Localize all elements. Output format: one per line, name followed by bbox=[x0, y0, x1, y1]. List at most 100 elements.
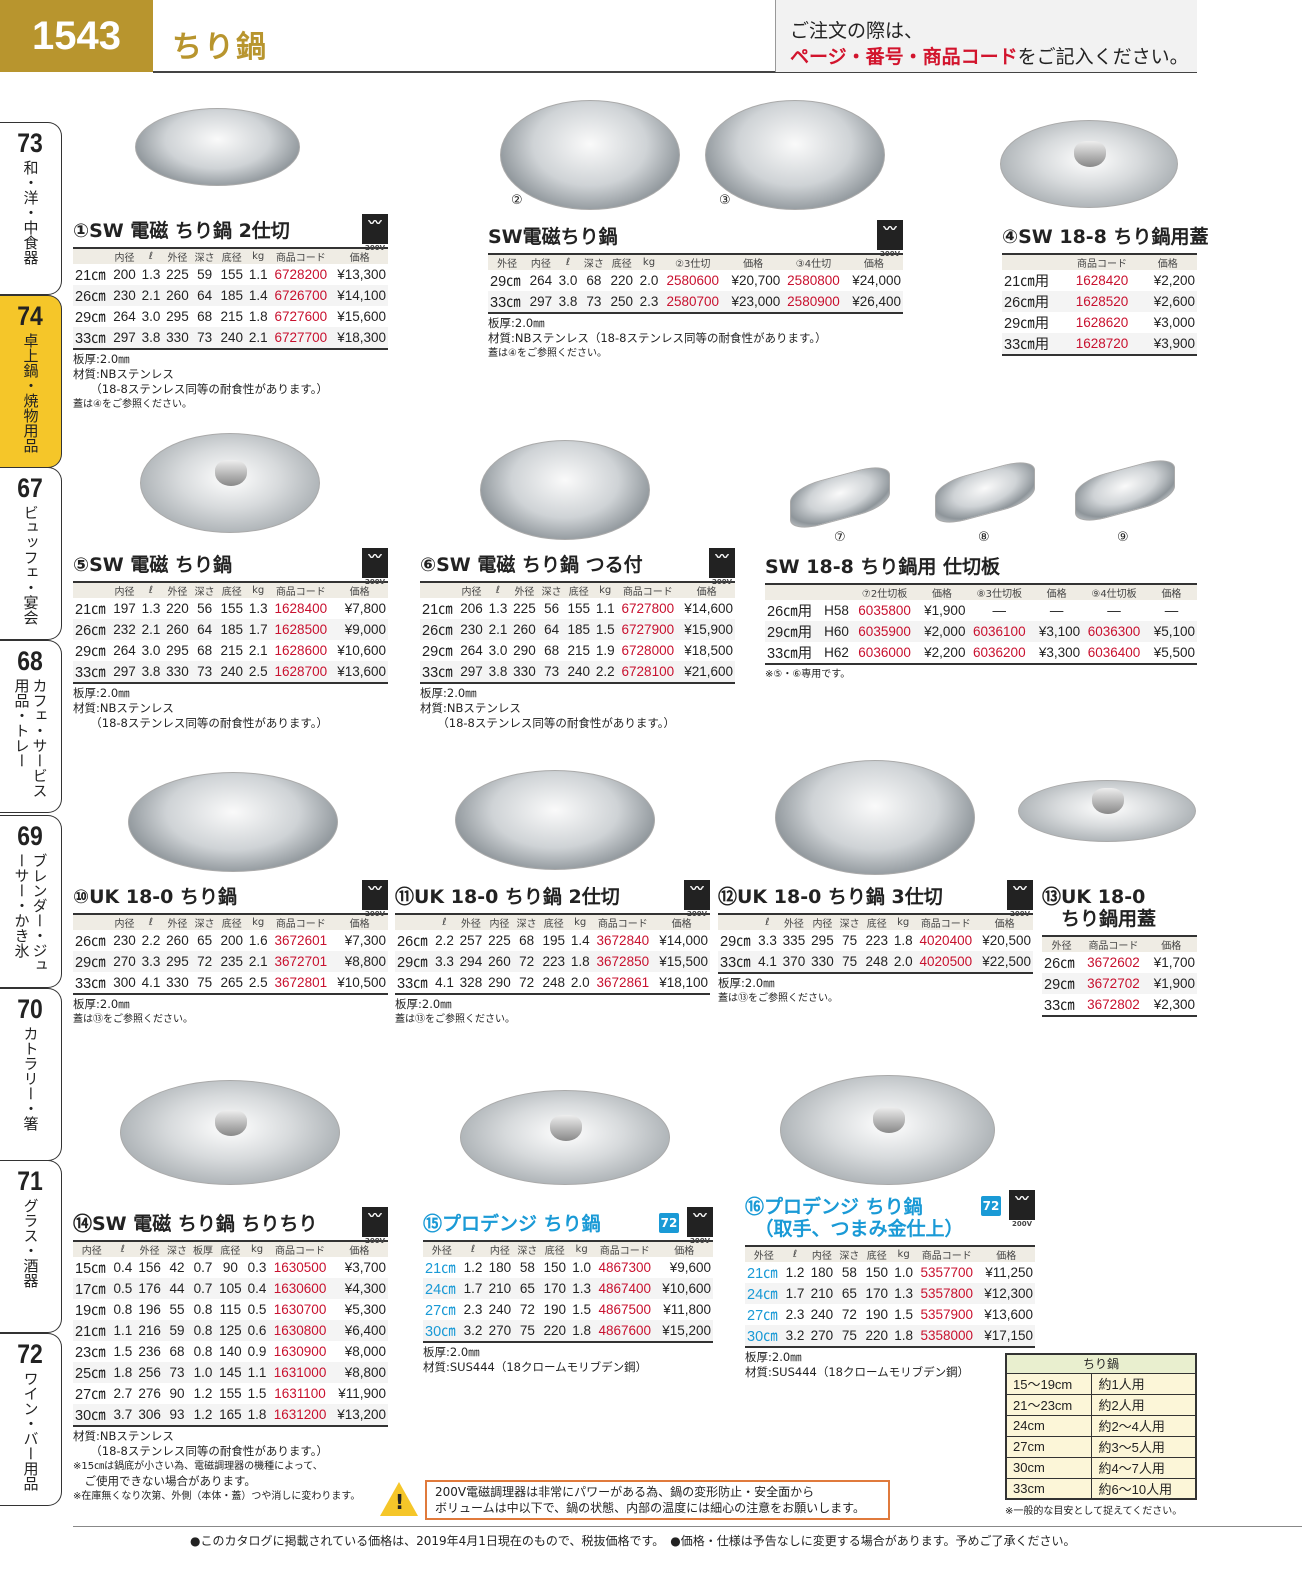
table-cell: 56 bbox=[544, 601, 560, 616]
product-code: 1631100 bbox=[274, 1386, 326, 1401]
column-header: 価格 bbox=[977, 1246, 1035, 1262]
induction-200v-label: 200V bbox=[689, 1237, 711, 1245]
price: ¥10,600 bbox=[655, 1278, 713, 1299]
note-line: 板厚:2.0㎜ bbox=[395, 997, 452, 1011]
price: ¥7,300 bbox=[344, 933, 386, 948]
warning-icon: ! bbox=[380, 1482, 418, 1516]
table-cell: 42 bbox=[169, 1260, 185, 1275]
size-cell: 26㎝用 bbox=[767, 604, 813, 620]
side-tab-label: ブレンダー・ジューサー・かき氷 bbox=[12, 853, 49, 973]
table-cell: 2.1 bbox=[245, 327, 271, 349]
column-header: ℓ bbox=[485, 582, 511, 598]
product-code: 3672802 bbox=[1087, 997, 1140, 1012]
table-row: 21㎝ 200 1.3 225 59 155 1.1 6728200 ¥13,300 bbox=[73, 264, 388, 285]
table-row: 27㎝ 2.7 276 90 1.2 155 1.5 1631100 ¥11,900 bbox=[73, 1383, 388, 1404]
product-spec-table: 外径 ℓ 内径 深さ 底径 kg 商品コード 価格 21㎝ 1.2 180 58 150 1.0 48673… bbox=[423, 1240, 713, 1343]
table-cell: 150 bbox=[865, 1265, 889, 1280]
column-header: 商品コード bbox=[915, 1246, 978, 1262]
table-cell: 235 bbox=[217, 951, 246, 972]
product-title: ⑩UK 18-0 ちり鍋 〰 200V bbox=[73, 880, 388, 918]
table-cell: 230 bbox=[110, 285, 139, 306]
column-header bbox=[420, 582, 458, 598]
table-cell: 216 bbox=[135, 1320, 164, 1341]
product-notes: 板厚:2.0㎜ 材質:SUS444（18クロームモリブデン鋼） bbox=[423, 1345, 713, 1375]
side-tab-73[interactable]: 73 和・洋・中食器 bbox=[0, 122, 62, 295]
table-cell: 185 bbox=[217, 619, 246, 640]
side-tab-label: グラス・酒器 bbox=[21, 1198, 40, 1288]
serving-table-note: ※一般的な目安として捉えてください。 bbox=[1005, 1506, 1183, 1517]
column-header: 価格 bbox=[976, 914, 1033, 930]
table-row: 29㎝用 1628620 ¥3,000 bbox=[1002, 312, 1197, 333]
table-cell: 2.1 bbox=[138, 285, 164, 306]
price: ¥9,000 bbox=[331, 619, 388, 640]
side-tab-74[interactable]: 74 卓上鍋・焼物用品 bbox=[0, 295, 62, 468]
column-header: 商品コード bbox=[270, 248, 332, 264]
note-line: 材質:NBステンレス（18-8ステンレス同等の耐食性があります。） bbox=[488, 331, 827, 345]
table-cell: 1.1 bbox=[244, 1362, 270, 1383]
pot-with-lid-image bbox=[120, 1080, 340, 1185]
side-tab-number: 70 bbox=[17, 994, 44, 1024]
table-row: 24㎝ 1.7 210 65 170 1.3 5357800 ¥12,300 bbox=[745, 1283, 1035, 1304]
table-cell: 240 bbox=[564, 661, 593, 683]
product-code: 1630700 bbox=[273, 1302, 327, 1317]
product-code: 1628500 bbox=[270, 619, 332, 640]
price: ¥1,900 bbox=[924, 603, 966, 618]
serving-size-table: ちり鍋 15〜19cm 約1人用 21〜23cm 約2人用 24cm 約2〜4人用 27cm 約… bbox=[1005, 1353, 1197, 1517]
table-cell: 27cm bbox=[1005, 1435, 1093, 1458]
size-cell: 33㎝ bbox=[1044, 998, 1075, 1014]
table-row: 25㎝ 1.8 256 73 1.0 145 1.1 1631000 ¥8,800 bbox=[73, 1362, 388, 1383]
column-header: 底径 bbox=[862, 1246, 892, 1262]
column-header: 底径 bbox=[215, 1241, 245, 1257]
induction-200v-label: 200V bbox=[711, 578, 733, 586]
table-cell: 44 bbox=[163, 1278, 190, 1299]
column-header: 内径 bbox=[485, 1241, 515, 1257]
induction-200v-label: 200V bbox=[364, 244, 386, 252]
table-cell: 3.3 bbox=[432, 951, 457, 972]
size-cell: 24㎝ bbox=[423, 1278, 461, 1299]
product-code: 6036400 bbox=[1087, 645, 1141, 660]
price: ¥2,600 bbox=[1138, 291, 1197, 312]
table-cell: 58 bbox=[519, 1260, 535, 1275]
product-code: 4020400 bbox=[919, 933, 973, 948]
product-code: 3672840 bbox=[596, 933, 650, 948]
side-tab-71[interactable]: 71 グラス・酒器 bbox=[0, 1160, 62, 1333]
column-header: 外径 bbox=[163, 248, 192, 264]
size-cell: 29㎝ bbox=[73, 951, 111, 972]
induction-200v-icon: 〰 200V bbox=[687, 1207, 713, 1245]
side-tab-68[interactable]: 68 カフェ・サービス用品・トレー bbox=[0, 640, 62, 813]
side-tab-70[interactable]: 70 カトラリー・箸 bbox=[0, 988, 62, 1161]
column-header: 底径 bbox=[564, 582, 593, 598]
table-row: 30cm 約4〜7人用 bbox=[1005, 1456, 1197, 1479]
table-cell: 約6〜10人用 bbox=[1091, 1477, 1197, 1500]
table-cell: 265 bbox=[220, 975, 243, 990]
price: ¥15,500 bbox=[653, 951, 710, 972]
column-header: 価格 bbox=[844, 254, 903, 270]
column-header: 価格 bbox=[1145, 936, 1197, 952]
side-tab-69[interactable]: 69 ブレンダー・ジューサー・かき氷 bbox=[0, 815, 62, 988]
column-header bbox=[395, 914, 433, 930]
table-row: 27cm 約3〜5人用 bbox=[1005, 1435, 1197, 1458]
size-cell: 30㎝ bbox=[73, 1404, 111, 1426]
side-tab-72[interactable]: 72 ワイン・バー用品 bbox=[0, 1333, 62, 1506]
column-header bbox=[73, 914, 111, 930]
note-line: 板厚:2.0㎜ bbox=[73, 686, 130, 700]
table-cell: 2.3 bbox=[463, 1302, 483, 1317]
product-p10: ⑩UK 18-0 ちり鍋 〰 200V 内径 ℓ 外径 深さ 底径 kg 商品コード 価格 26㎝ 23… bbox=[73, 880, 388, 1027]
table-cell: 0.8 bbox=[193, 1302, 213, 1317]
warning-notice: ! 200V電磁調理器は非常にパワーがある為、鍋の変形防止・安全面から ボリュー… bbox=[380, 1480, 890, 1520]
price: ¥2,300 bbox=[1153, 997, 1195, 1012]
side-tab-number: 71 bbox=[17, 1166, 44, 1196]
footer-note: ●このカタログに掲載されている価格は、2019年4月1日現在のもので、税抜価格で… bbox=[190, 1534, 1076, 1548]
order-notice-line1: ご注文の際は、 bbox=[790, 20, 924, 42]
product-code: 2580600 bbox=[666, 273, 720, 288]
side-tab-67[interactable]: 67 ビュッフェ・宴会 bbox=[0, 467, 62, 640]
divider-plate-image bbox=[1075, 454, 1175, 527]
size-cell: 33㎝用 bbox=[1002, 333, 1066, 355]
table-cell: 1.1 bbox=[595, 601, 615, 616]
column-header: 外径 bbox=[163, 582, 192, 598]
table-cell: 75 bbox=[836, 1325, 863, 1347]
table-cell: 90 bbox=[169, 1386, 185, 1401]
note-line: （18-8ステンレス同等の耐食性があります。） bbox=[73, 382, 328, 396]
product-notes: 板厚:2.0㎜ 材質:NBステンレス （18-8ステンレス同等の耐食性があります。… bbox=[73, 352, 388, 412]
table-cell: 290 bbox=[513, 643, 536, 658]
